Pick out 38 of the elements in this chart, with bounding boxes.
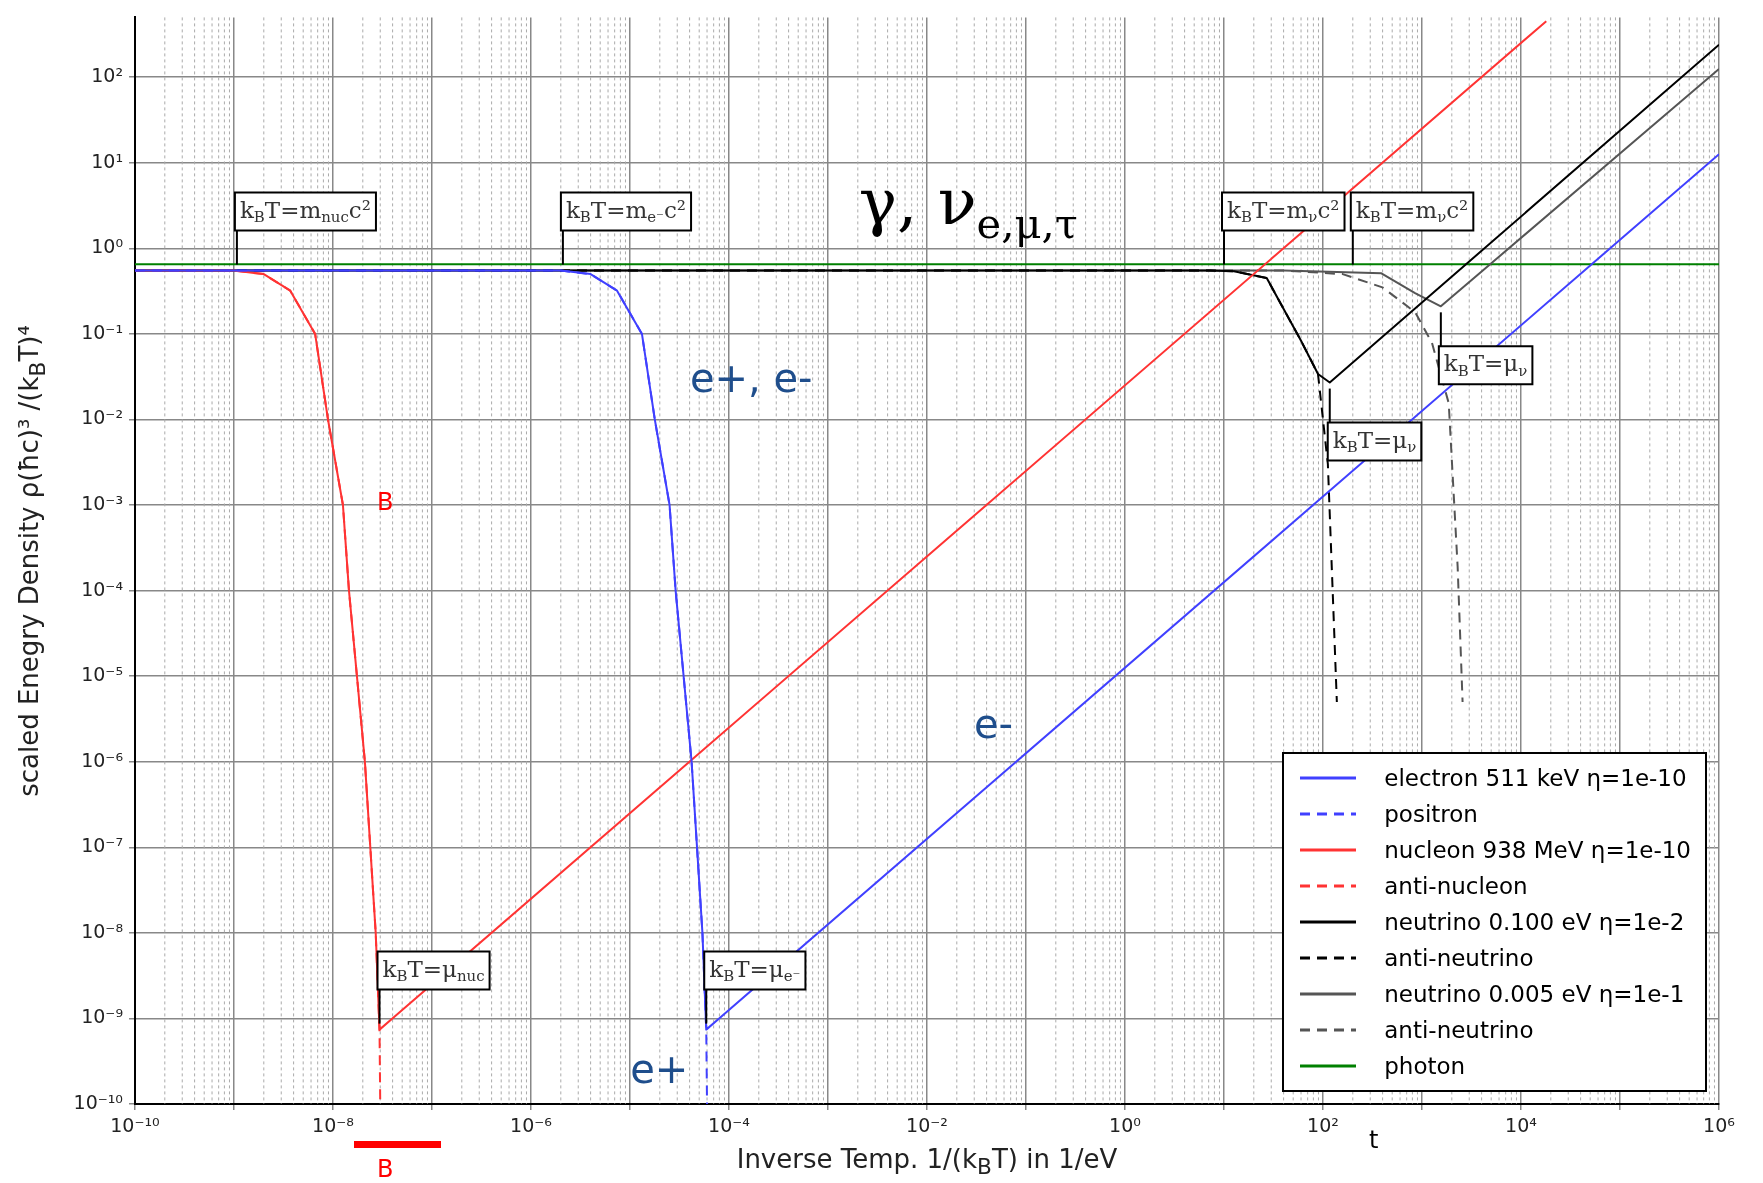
y-tick-label: 10⁻⁴ [81, 577, 124, 600]
legend-label: electron 511 keV η=1e-10 [1384, 765, 1687, 791]
x-tick-label: 10⁰ [1109, 1114, 1141, 1137]
legend-label: anti-neutrino [1384, 945, 1534, 971]
legend-label: photon [1384, 1053, 1466, 1079]
x-tick-label: 10⁻⁸ [312, 1114, 354, 1137]
annotation: B [377, 488, 394, 517]
legend-label: anti-neutrino [1384, 1017, 1534, 1043]
annotation: e- [974, 701, 1014, 748]
y-tick-label: 10⁻⁶ [81, 748, 123, 771]
text: B [377, 1154, 394, 1183]
y-tick-label: 10⁻¹⁰ [73, 1090, 123, 1113]
y-tick-label: 10⁻¹ [81, 320, 123, 343]
y-tick-label: 10² [91, 64, 123, 87]
x-tick-label: 10⁻⁶ [510, 1114, 552, 1137]
y-tick-label: 10⁻⁵ [81, 663, 123, 686]
annotation: e+, e- [689, 354, 813, 401]
legend-label: nucleon 938 MeV η=1e-10 [1384, 837, 1691, 863]
y-tick-label: 10⁻² [81, 406, 123, 429]
y-tick-label: 10¹ [91, 149, 123, 172]
y-tick-label: 10⁰ [91, 235, 123, 258]
x-tick-label: 10⁻¹⁰ [110, 1114, 160, 1137]
x-tick-label: 10⁻² [906, 1114, 948, 1137]
x-tick-label: 10² [1307, 1114, 1339, 1137]
x-tick-label: 10⁴ [1505, 1114, 1538, 1137]
x-tick-label: 10⁻⁴ [708, 1114, 751, 1137]
text: t [1368, 1126, 1379, 1155]
y-tick-label: 10⁻⁹ [81, 1005, 123, 1028]
x-tick-label: 10⁶ [1703, 1114, 1735, 1137]
legend-label: neutrino 0.100 eV η=1e-2 [1384, 909, 1685, 935]
legend-label: neutrino 0.005 eV η=1e-1 [1384, 981, 1685, 1007]
annotation: e+ [630, 1045, 689, 1092]
y-tick-label: 10⁻³ [81, 491, 123, 514]
x-axis-title: Inverse Temp. 1/(k$_{B}$T) in 1/eV [736, 1144, 1118, 1180]
y-tick-label: 10⁻⁷ [81, 834, 123, 857]
legend-label: anti-nucleon [1384, 873, 1528, 899]
y-tick-label: 10⁻⁸ [81, 919, 123, 942]
legend-label: positron [1384, 801, 1478, 827]
